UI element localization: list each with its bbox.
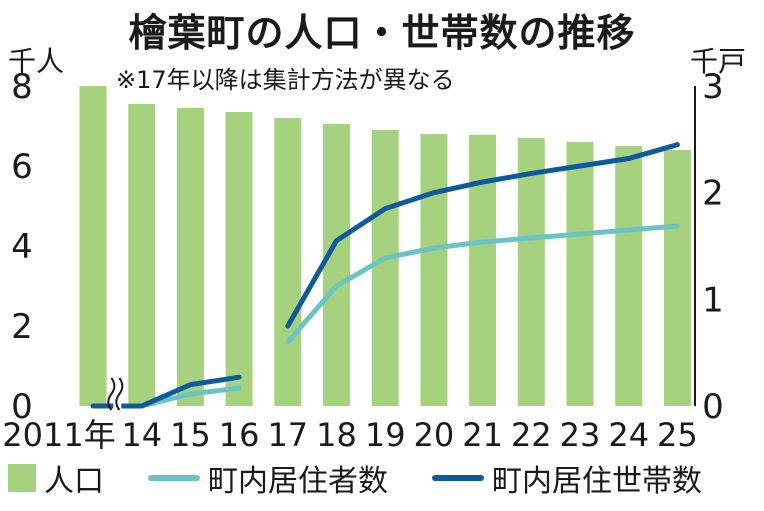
left-tick-label: 4 [11, 227, 33, 267]
left-tick-label: 2 [11, 307, 33, 347]
legend-swatch-households [432, 475, 484, 481]
x-tick-label: 24 [608, 416, 649, 454]
line-residents [285, 223, 680, 345]
legend-item-households: 町内居住世帯数 [432, 456, 702, 500]
bar-population [79, 86, 107, 406]
chart-subtitle: ※17年以降は集計方法が異なる [116, 66, 455, 94]
legend: 人口 町内居住者数 町内居住世帯数 [8, 456, 764, 500]
legend-swatch-residents [148, 475, 200, 481]
bar-population [517, 138, 545, 406]
legend-label-residents: 町内居住者数 [208, 464, 388, 499]
axis-break-mark [115, 377, 124, 411]
x-tick-label: 21 [462, 416, 503, 454]
x-tick-label: 20 [414, 416, 455, 454]
x-tick-label: 22 [511, 416, 552, 454]
bar-population [371, 130, 399, 406]
bar-population [274, 118, 302, 406]
bar-population [566, 142, 594, 406]
x-tick-label: 25 [657, 416, 698, 454]
right-tick-label: 2 [702, 174, 724, 214]
left-tick-label: 6 [11, 147, 33, 187]
left-tick-label: 0 [11, 387, 33, 427]
bar-population [128, 104, 156, 406]
x-tick-label: 19 [365, 416, 406, 454]
bar-population [323, 124, 350, 406]
x-tick-label: 14 [121, 416, 162, 454]
x-tick-label: 17 [267, 416, 308, 454]
legend-item-residents: 町内居住者数 [148, 456, 388, 500]
x-tick-label: 15 [170, 416, 211, 454]
x-tick-label: 23 [560, 416, 601, 454]
x-tick-label: 16 [219, 416, 260, 454]
bar-population [615, 146, 643, 406]
right-tick-label: 1 [702, 280, 724, 320]
legend-label-households: 町内居住世帯数 [492, 464, 702, 499]
bar-population [225, 112, 253, 406]
bar-population [469, 134, 497, 407]
x-tick-label: 2011年 [2, 416, 115, 454]
x-tick-label: 18 [316, 416, 357, 454]
bar-population [176, 108, 204, 406]
left-axis-unit: 千人 [8, 45, 65, 78]
right-tick-label: 3 [702, 67, 724, 107]
chart-title: 檜葉町の人口・世帯数の推移 [128, 11, 636, 55]
axis-break-gap [113, 376, 122, 412]
right-axis-unit: 千戸 [690, 45, 747, 78]
legend-label-population: 人口 [44, 464, 104, 499]
legend-item-population: 人口 [8, 456, 104, 500]
bar-population [420, 134, 448, 406]
legend-swatch-population [8, 464, 36, 492]
bar-population [663, 150, 691, 406]
right-tick-label: 0 [702, 387, 724, 427]
line-households [285, 142, 680, 329]
left-tick-label: 8 [11, 67, 33, 107]
axis-break-mark [107, 377, 116, 411]
